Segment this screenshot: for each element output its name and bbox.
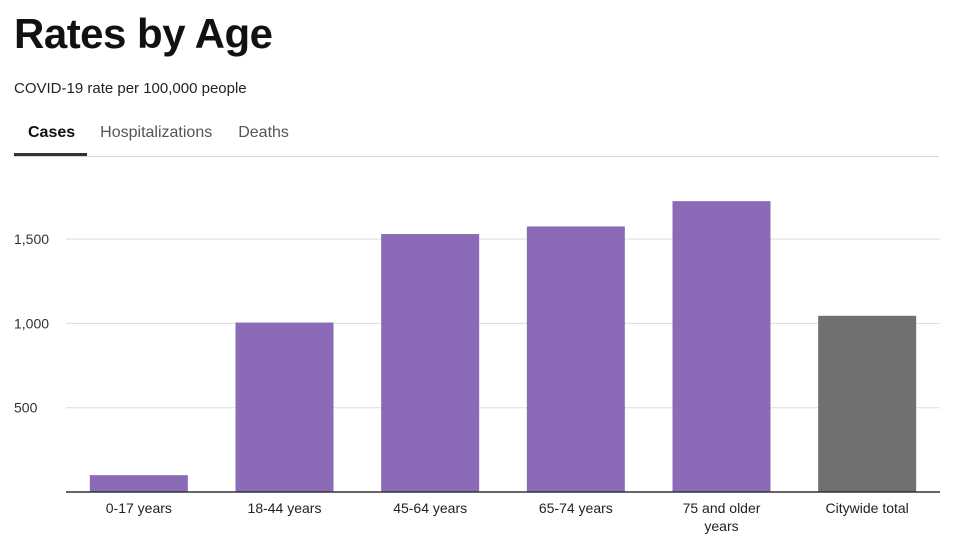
- y-tick-label: 500: [14, 400, 38, 416]
- y-tick-label: 1,500: [14, 231, 49, 247]
- tab-deaths[interactable]: Deaths: [238, 124, 289, 141]
- bar-75-and-older-years[interactable]: [672, 201, 771, 492]
- tab-hospitalizations[interactable]: Hospitalizations: [100, 124, 213, 141]
- bar-45-64-years[interactable]: [381, 234, 480, 492]
- x-category-label: 75 and older years: [683, 500, 761, 534]
- x-category-label: 65-74 years: [539, 500, 613, 516]
- x-category-label: 18-44 years: [248, 500, 322, 516]
- x-category-label: 45-64 years: [393, 500, 467, 516]
- tab-cases[interactable]: Cases: [14, 118, 88, 156]
- x-category-label: Citywide total: [826, 500, 909, 516]
- page-title: Rates by Age: [14, 10, 273, 57]
- bar-18-44-years[interactable]: [235, 322, 334, 492]
- bar-65-74-years[interactable]: [526, 226, 625, 492]
- page-subtitle: COVID-19 rate per 100,000 people: [14, 80, 247, 97]
- bar-chart: 500 1,000 1,500 0-17 years 18-44 years 45-64 …: [14, 201, 940, 534]
- bar-citywide-total[interactable]: [818, 315, 917, 492]
- bar-0-17-years[interactable]: [89, 475, 188, 492]
- y-tick-label: 1,000: [14, 315, 49, 331]
- metric-tabs: Cases Hospitalizations Deaths: [14, 118, 939, 157]
- x-category-label: 0-17 years: [106, 500, 172, 516]
